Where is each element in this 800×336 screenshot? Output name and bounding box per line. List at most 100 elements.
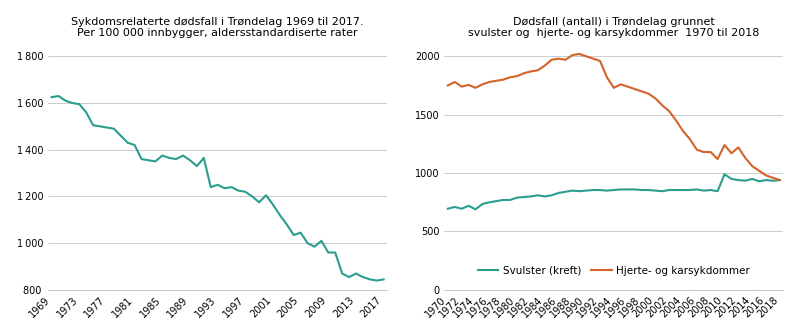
- Hjerte- og karsykdommer: [443, 83, 453, 87]
- Svulster (kreft): [713, 189, 722, 193]
- Svulster (kreft): [464, 204, 474, 208]
- Svulster (kreft): [706, 188, 715, 192]
- Svulster (kreft): [512, 196, 522, 200]
- Svulster (kreft): [720, 172, 730, 176]
- Hjerte- og karsykdommer: [546, 58, 556, 62]
- Svulster (kreft): [762, 178, 771, 182]
- Hjerte- og karsykdommer: [768, 176, 778, 180]
- Hjerte- og karsykdommer: [609, 86, 618, 90]
- Svulster (kreft): [650, 188, 660, 193]
- Title: Dødsfall (antall) i Trøndelag grunnet
svulster og  hjerte- og karsykdommer  1970: Dødsfall (antall) i Trøndelag grunnet sv…: [468, 17, 759, 38]
- Hjerte- og karsykdommer: [512, 74, 522, 78]
- Svulster (kreft): [775, 178, 785, 182]
- Svulster (kreft): [699, 188, 709, 193]
- Hjerte- og karsykdommer: [450, 80, 459, 84]
- Hjerte- og karsykdommer: [754, 169, 764, 173]
- Svulster (kreft): [457, 207, 466, 211]
- Svulster (kreft): [498, 198, 508, 202]
- Hjerte- og karsykdommer: [671, 119, 681, 123]
- Hjerte- og karsykdommer: [726, 151, 736, 155]
- Svulster (kreft): [533, 193, 542, 197]
- Hjerte- og karsykdommer: [526, 70, 536, 74]
- Svulster (kreft): [546, 193, 556, 197]
- Hjerte- og karsykdommer: [567, 53, 577, 57]
- Svulster (kreft): [678, 188, 688, 192]
- Svulster (kreft): [470, 207, 480, 211]
- Hjerte- og karsykdommer: [747, 164, 757, 168]
- Svulster (kreft): [685, 188, 694, 192]
- Hjerte- og karsykdommer: [685, 137, 694, 141]
- Svulster (kreft): [623, 187, 633, 192]
- Hjerte- og karsykdommer: [699, 150, 709, 154]
- Hjerte- og karsykdommer: [595, 59, 605, 63]
- Hjerte- og karsykdommer: [713, 157, 722, 161]
- Hjerte- og karsykdommer: [491, 79, 501, 83]
- Hjerte- og karsykdommer: [630, 87, 639, 91]
- Hjerte- og karsykdommer: [692, 148, 702, 152]
- Svulster (kreft): [658, 189, 667, 193]
- Svulster (kreft): [506, 198, 515, 202]
- Line: Hjerte- og karsykdommer: Hjerte- og karsykdommer: [448, 54, 780, 180]
- Hjerte- og karsykdommer: [775, 178, 785, 182]
- Svulster (kreft): [644, 188, 654, 192]
- Svulster (kreft): [664, 188, 674, 192]
- Svulster (kreft): [726, 177, 736, 181]
- Hjerte- og karsykdommer: [588, 56, 598, 60]
- Hjerte- og karsykdommer: [561, 58, 570, 62]
- Svulster (kreft): [609, 188, 618, 192]
- Svulster (kreft): [588, 188, 598, 192]
- Hjerte- og karsykdommer: [734, 145, 743, 150]
- Hjerte- og karsykdommer: [533, 68, 542, 72]
- Hjerte- og karsykdommer: [678, 129, 688, 133]
- Hjerte- og karsykdommer: [554, 56, 563, 60]
- Svulster (kreft): [734, 178, 743, 182]
- Svulster (kreft): [616, 187, 626, 192]
- Svulster (kreft): [602, 188, 612, 193]
- Hjerte- og karsykdommer: [574, 52, 584, 56]
- Hjerte- og karsykdommer: [720, 143, 730, 147]
- Svulster (kreft): [526, 195, 536, 199]
- Svulster (kreft): [540, 195, 550, 199]
- Legend: Svulster (kreft), Hjerte- og karsykdommer: Svulster (kreft), Hjerte- og karsykdomme…: [474, 261, 754, 280]
- Svulster (kreft): [768, 179, 778, 183]
- Svulster (kreft): [443, 207, 453, 211]
- Hjerte- og karsykdommer: [540, 64, 550, 68]
- Hjerte- og karsykdommer: [478, 82, 487, 86]
- Hjerte- og karsykdommer: [658, 103, 667, 108]
- Svulster (kreft): [595, 188, 605, 192]
- Hjerte- og karsykdommer: [464, 83, 474, 87]
- Svulster (kreft): [491, 199, 501, 203]
- Hjerte- og karsykdommer: [602, 75, 612, 79]
- Svulster (kreft): [485, 200, 494, 204]
- Hjerte- og karsykdommer: [506, 75, 515, 79]
- Line: Svulster (kreft): Svulster (kreft): [448, 174, 780, 209]
- Svulster (kreft): [630, 187, 639, 192]
- Svulster (kreft): [741, 179, 750, 183]
- Hjerte- og karsykdommer: [741, 156, 750, 160]
- Hjerte- og karsykdommer: [637, 89, 646, 93]
- Hjerte- og karsykdommer: [762, 173, 771, 177]
- Hjerte- og karsykdommer: [664, 109, 674, 113]
- Svulster (kreft): [567, 188, 577, 193]
- Svulster (kreft): [574, 189, 584, 193]
- Hjerte- og karsykdommer: [519, 71, 529, 75]
- Svulster (kreft): [582, 188, 591, 193]
- Hjerte- og karsykdommer: [457, 85, 466, 89]
- Hjerte- og karsykdommer: [706, 150, 715, 154]
- Svulster (kreft): [450, 205, 459, 209]
- Hjerte- og karsykdommer: [616, 82, 626, 86]
- Hjerte- og karsykdommer: [485, 80, 494, 84]
- Hjerte- og karsykdommer: [650, 96, 660, 100]
- Hjerte- og karsykdommer: [498, 78, 508, 82]
- Svulster (kreft): [519, 195, 529, 199]
- Hjerte- og karsykdommer: [582, 54, 591, 58]
- Svulster (kreft): [754, 179, 764, 183]
- Svulster (kreft): [478, 202, 487, 206]
- Svulster (kreft): [637, 188, 646, 192]
- Hjerte- og karsykdommer: [623, 85, 633, 89]
- Title: Sykdomsrelaterte dødsfall i Trøndelag 1969 til 2017.
Per 100 000 innbygger, alde: Sykdomsrelaterte dødsfall i Trøndelag 19…: [71, 17, 364, 38]
- Svulster (kreft): [747, 177, 757, 181]
- Hjerte- og karsykdommer: [644, 92, 654, 96]
- Svulster (kreft): [554, 191, 563, 195]
- Svulster (kreft): [671, 188, 681, 192]
